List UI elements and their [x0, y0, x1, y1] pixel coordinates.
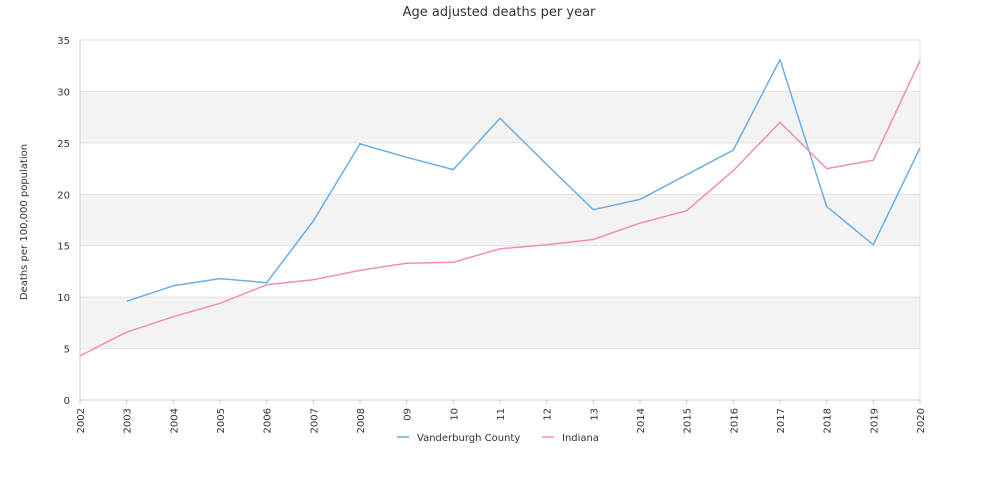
x-tick-label: 2020 [916, 408, 927, 433]
x-tick-label: 2008 [356, 408, 367, 433]
legend: Vanderburgh County Indiana [397, 433, 599, 444]
y-tick-label: 20 [57, 190, 70, 201]
x-tick-label: 12 [543, 408, 554, 421]
series-line-vanderburgh-county [126, 58, 921, 303]
y-tick-label: 15 [57, 242, 70, 253]
grid-band [80, 40, 920, 92]
y-tick-label: 25 [57, 139, 70, 150]
x-tick-label: 2018 [823, 408, 834, 433]
y-axis-ticks: 0 5 10 15 20 25 30 35 [57, 36, 70, 407]
y-tick-label: 5 [64, 345, 70, 356]
legend-label: Indiana [562, 433, 599, 444]
x-tick-label: 11 [496, 408, 507, 421]
x-tick-label: 10 [449, 408, 460, 421]
legend-label: Vanderburgh County [417, 433, 520, 444]
gridlines [79, 39, 921, 401]
grid-band [80, 142, 920, 195]
x-tick-label: 2002 [76, 408, 87, 433]
x-tick-label: 2005 [216, 408, 227, 433]
x-tick-label: 09 [403, 408, 414, 421]
y-axis-label: Deaths per 100,000 population [19, 144, 30, 300]
y-tick-label: 10 [57, 293, 70, 304]
x-tick-label: 2016 [729, 408, 740, 433]
chart-title: Age adjusted deaths per year [403, 5, 596, 20]
x-axis-ticks: 2002 2003 2004 2005 2006 2007 2008 09 10 11 12 13 20… [76, 400, 927, 433]
y-tick-label: 0 [64, 396, 70, 407]
grid-band [80, 245, 920, 298]
x-tick-label: 2003 [123, 408, 134, 433]
grid-band [80, 297, 920, 349]
series-lines [79, 58, 921, 357]
x-tick-label: 2017 [776, 408, 787, 433]
grid-band [80, 194, 920, 246]
x-tick-label: 2006 [263, 408, 274, 433]
x-tick-label: 2014 [636, 408, 647, 433]
x-tick-label: 2007 [309, 408, 320, 433]
x-tick-label: 2019 [869, 408, 880, 433]
y-tick-label: 30 [57, 87, 70, 98]
x-tick-label: 2015 [683, 408, 694, 433]
background-bands [80, 40, 920, 400]
series-line-indiana [79, 60, 921, 357]
x-tick-label: 13 [589, 408, 600, 421]
x-tick-label: 2004 [169, 408, 180, 433]
y-tick-label: 35 [57, 36, 70, 47]
grid-band [80, 91, 920, 143]
grid-band [80, 348, 920, 400]
